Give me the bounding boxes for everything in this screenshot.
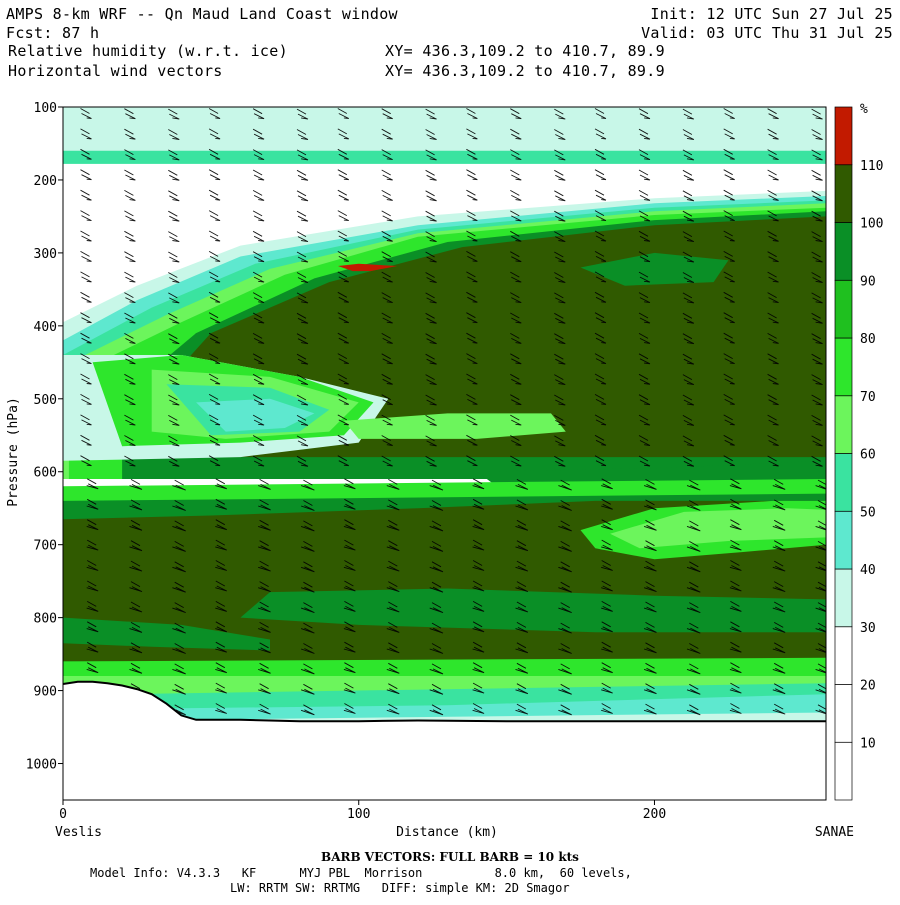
rh-supersat-spot	[338, 263, 398, 272]
y-tick-label: 300	[34, 247, 57, 262]
rh-top-edge	[63, 150, 826, 164]
header-field-rh: Relative humidity (w.r.t. ice)	[8, 42, 288, 60]
colorbar-swatch	[834, 568, 853, 628]
rh-contour-fill	[63, 107, 826, 728]
y-tick-label: 1000	[26, 758, 57, 773]
header-xy-2: XY= 436.3,109.2 to 410.7, 89.9	[385, 62, 665, 80]
y-tick-label: 200	[34, 174, 57, 189]
colorbar-label: 100	[860, 217, 883, 232]
colorbar-label: 90	[860, 274, 876, 289]
colorbar-swatch	[834, 106, 853, 166]
colorbar-swatch	[834, 684, 853, 743]
y-tick-label: 100	[34, 101, 57, 116]
x-tick-label: 100	[347, 807, 370, 822]
model-info-line2: LW: RRTM SW: RRTMG DIFF: simple KM: 2D S…	[230, 881, 570, 895]
colorbar-swatch	[834, 164, 853, 223]
colorbar-label: 110	[860, 159, 883, 174]
colorbar-label: 50	[860, 505, 876, 520]
header-init: Init: 12 UTC Sun 27 Jul 25	[650, 5, 893, 23]
terrain-line	[63, 680, 826, 723]
colorbar-swatch	[834, 453, 853, 512]
colorbar: 10 20 30 40 50 60 70 80 90 100 110	[834, 106, 883, 801]
colorbar-label: 10	[860, 736, 876, 751]
colorbar-label: 80	[860, 332, 876, 347]
colorbar-swatch	[834, 222, 853, 281]
y-tick-label: 900	[34, 685, 57, 700]
y-axis: 100 200 300 400 500 600 700 800 900 1000	[26, 101, 63, 773]
colorbar-label: 30	[860, 621, 876, 636]
header-valid: Valid: 03 UTC Thu 31 Jul 25	[641, 24, 893, 42]
header-title: AMPS 8-km WRF -- Qn Maud Land Coast wind…	[6, 5, 399, 23]
colorbar-label: 70	[860, 390, 876, 405]
x-tick-label: 0	[59, 807, 67, 822]
barb-vectors-note: BARB VECTORS: FULL BARB = 10 kts	[321, 850, 579, 864]
wind-barbs	[80, 108, 826, 736]
rh-right-60	[610, 508, 826, 549]
colorbar-label: 40	[860, 563, 876, 578]
plot-frame	[62, 106, 827, 801]
header-fcst-label: Fcst:	[6, 24, 53, 42]
y-tick-label: 800	[34, 612, 57, 627]
y-tick-label: 700	[34, 539, 57, 554]
rh-inner-90	[240, 588, 826, 633]
x-end-label: SANAE	[815, 825, 854, 840]
colorbar-swatch	[834, 741, 853, 801]
rh-wedge-40	[196, 398, 315, 432]
x-axis-label: Distance (km)	[396, 825, 498, 840]
y-axis-label: Pressure (hPa)	[6, 397, 21, 507]
colorbar-swatch	[834, 626, 853, 685]
y-tick-label: 400	[34, 320, 57, 335]
y-tick-label: 500	[34, 393, 57, 408]
wind-barb-glyphs	[80, 108, 826, 736]
colorbar-swatch	[834, 279, 853, 339]
colorbar-label: 60	[860, 448, 876, 463]
x-start-label: Veslis	[55, 825, 102, 840]
colorbar-swatch	[834, 510, 853, 570]
header-field-wind: Horizontal wind vectors	[8, 62, 223, 80]
colorbar-unit: %	[860, 102, 868, 117]
x-tick-label: 200	[643, 807, 666, 822]
colorbar-swatch	[834, 337, 853, 397]
rh-mid-spot	[343, 413, 566, 439]
header-fcst-value: 87 h	[62, 24, 99, 42]
colorbar-label: 20	[860, 679, 876, 694]
terrain-fill	[63, 681, 826, 800]
rh-left-90	[63, 617, 270, 651]
colorbar-swatch	[834, 395, 853, 454]
x-axis: 0 100 200	[59, 800, 666, 822]
model-info-line1: Model Info: V4.3.3 KF MYJ PBL Morrison 8…	[90, 866, 632, 880]
y-tick-label: 600	[34, 466, 57, 481]
plot-area	[63, 107, 826, 800]
header-xy-1: XY= 436.3,109.2 to 410.7, 89.9	[385, 42, 665, 60]
terrain-profile	[63, 680, 826, 800]
